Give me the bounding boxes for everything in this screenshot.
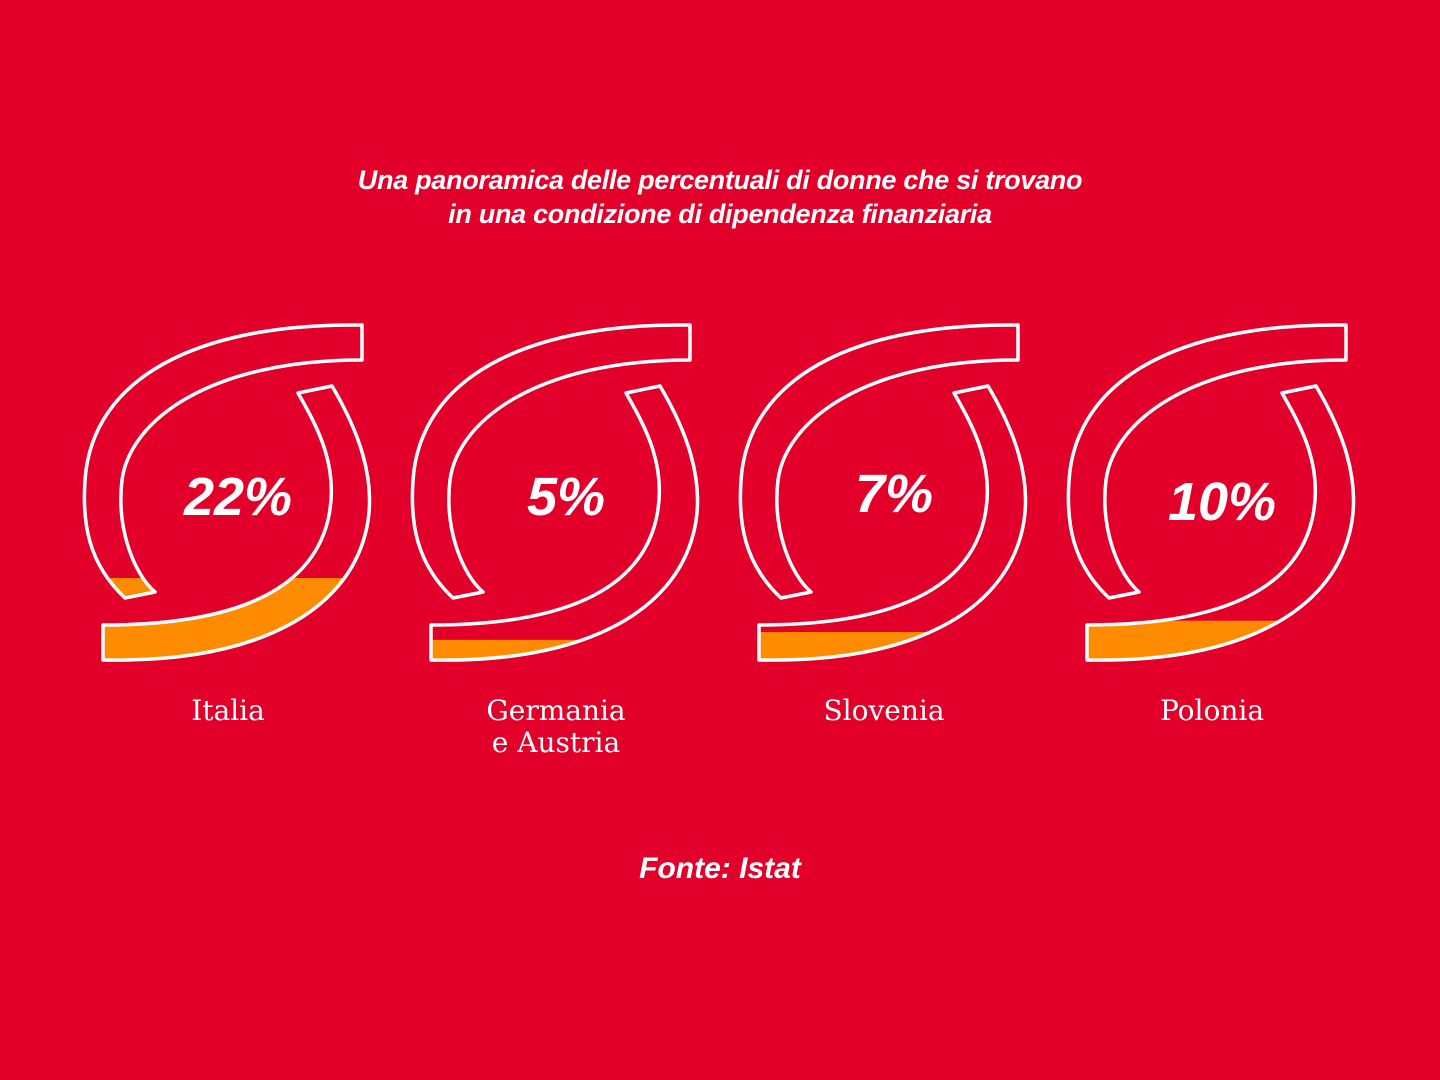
gauge-fill bbox=[84, 578, 370, 661]
gauge: 5% bbox=[410, 323, 700, 662]
gauge-label-polonia: Polonia bbox=[1082, 695, 1342, 727]
gauge-label-line: Italia bbox=[191, 694, 265, 727]
gauge: 7% bbox=[738, 323, 1028, 662]
gauge-label-line: Slovenia bbox=[823, 694, 945, 727]
gauge-value-label: 7% bbox=[855, 464, 933, 524]
source-note: Fonte: Istat bbox=[639, 852, 801, 885]
gauge-value-label: 22% bbox=[183, 467, 292, 527]
gauge-outline bbox=[1066, 323, 1356, 662]
chart-title-line-2: in una condizione di dipendenza finanzia… bbox=[448, 199, 992, 229]
chart-title: Una panoramica delle percentuali di donn… bbox=[0, 163, 1440, 231]
gauge-fill bbox=[740, 632, 1026, 661]
gauge-outline bbox=[82, 323, 372, 662]
gauge-value-label: 5% bbox=[527, 467, 605, 527]
gauge-outline bbox=[410, 323, 700, 662]
gauge-label-germania-austria: Germania e Austria bbox=[426, 695, 686, 759]
gauge: 10% bbox=[1066, 323, 1356, 662]
chart-title-line-1: Una panoramica delle percentuali di donn… bbox=[357, 165, 1083, 195]
gauge-value-label: 10% bbox=[1168, 472, 1276, 532]
gauge-label-line: Polonia bbox=[1159, 694, 1265, 727]
gauge-label-line: e Austria bbox=[491, 726, 621, 759]
gauge-label-line: Germania bbox=[486, 694, 626, 727]
gauge-outline bbox=[738, 323, 1028, 662]
gauge-label-italia: Italia bbox=[98, 695, 358, 727]
gauge-label-slovenia: Slovenia bbox=[754, 695, 1014, 727]
gauge: 22% bbox=[82, 323, 372, 662]
